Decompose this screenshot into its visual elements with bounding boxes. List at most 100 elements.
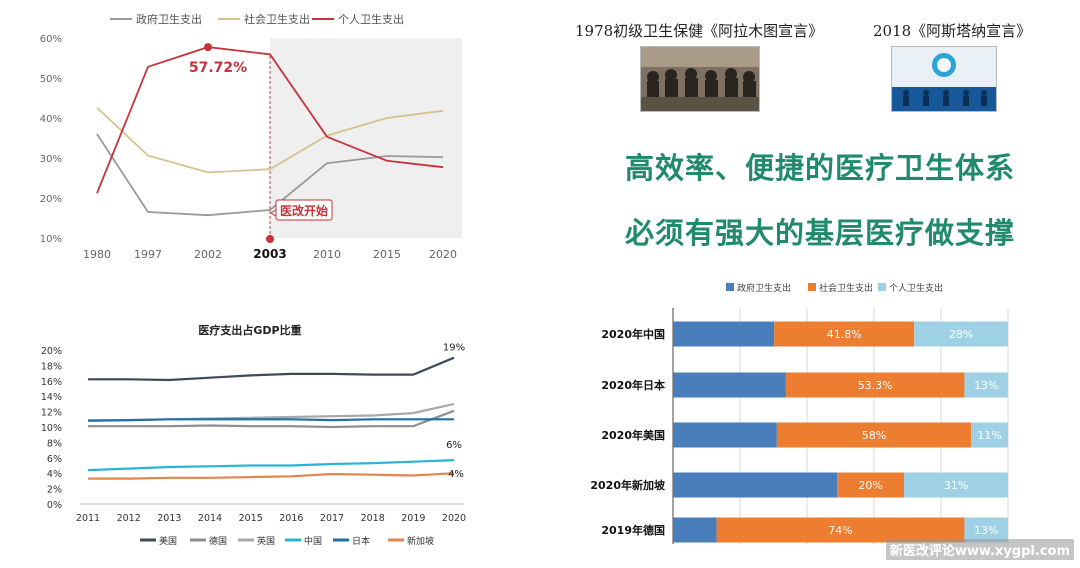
callout-box xyxy=(275,199,333,221)
y-tick-label: 12% xyxy=(41,408,62,419)
end-label-china: 6% xyxy=(446,440,462,451)
bar-segment xyxy=(904,472,1008,498)
bar-segment xyxy=(774,321,915,347)
series-line xyxy=(88,409,455,429)
bar-segment xyxy=(673,472,838,498)
y-tick-label: 2% xyxy=(47,485,62,496)
bar-value-label: 41.8% xyxy=(827,328,862,341)
peak-label: 57.72% xyxy=(189,60,247,76)
y-tick-label: 60% xyxy=(40,34,62,45)
slogan-line-2: 必须有强大的基层医疗做支撑 xyxy=(624,216,1015,250)
expenditure-line-svg: 60% 50% 40% 30% 20% 10% 1980 1997 2002 2003 2010 20… xyxy=(40,12,462,261)
bar-segment xyxy=(716,517,965,543)
legend-label: 个人卫生支出 xyxy=(889,282,943,294)
bar-segment xyxy=(837,472,905,498)
x-tick-label: 2013 xyxy=(157,513,181,524)
category-label: 2020年中国 xyxy=(601,327,665,341)
y-tick-label: 50% xyxy=(40,74,62,85)
bar-segment xyxy=(673,422,777,448)
x-tick-label: 2019 xyxy=(401,513,425,524)
y-tick-label: 10% xyxy=(41,423,62,434)
legend-label: 政府卫生支出 xyxy=(136,12,202,26)
y-tick-label: 20% xyxy=(40,194,62,205)
bar-segment xyxy=(673,321,775,347)
category-label: 2020年新加坡 xyxy=(590,478,666,492)
slogan-line-1: 高效率、便捷的医疗卫生体系 xyxy=(624,151,1015,185)
category-label: 2020年美国 xyxy=(601,428,665,442)
astana-photo xyxy=(891,46,997,112)
alma-ata-label: 1978初级卫生保健《阿拉木图宣言》 xyxy=(575,22,824,40)
end-label-us: 19% xyxy=(443,343,465,354)
bar-value-label: 74% xyxy=(828,524,852,537)
legend-swatch xyxy=(726,283,734,291)
x-tick-label: 2010 xyxy=(313,248,341,261)
series-line xyxy=(88,356,455,382)
x-tick-label: 2015 xyxy=(373,248,401,261)
series-line xyxy=(88,472,455,480)
y-tick-label: 14% xyxy=(41,392,62,403)
bar-segment xyxy=(964,372,1008,398)
y-tick-label: 40% xyxy=(40,114,62,125)
legend-label: 新加坡 xyxy=(407,535,434,547)
highlight-dot xyxy=(266,235,274,243)
x-tick-label: 2003 xyxy=(253,247,286,261)
y-tick-label: 6% xyxy=(47,454,62,465)
x-tick-label: 2018 xyxy=(361,513,385,524)
y-tick-label: 16% xyxy=(41,377,62,388)
alma-ata-photo xyxy=(640,46,760,112)
x-tick-label: 2020 xyxy=(442,513,466,524)
y-tick-label: 4% xyxy=(47,469,62,480)
bar-value-label: 13% xyxy=(974,379,998,392)
bar-value-label: 53.3% xyxy=(858,379,893,392)
legend-label: 德国 xyxy=(209,535,227,547)
legend-label: 英国 xyxy=(257,535,275,547)
y-tick-label: 8% xyxy=(47,438,62,449)
series-line xyxy=(87,418,454,422)
callout-text: 医改开始 xyxy=(280,203,328,218)
legend-label: 社会卫生支出 xyxy=(244,12,310,26)
bar-segment xyxy=(964,517,1008,543)
legend-label: 社会卫生支出 xyxy=(819,282,873,294)
y-tick-label: 20% xyxy=(41,346,62,357)
gdp-line-svg: 医疗支出占GDP比重 20% 18% 16% 14% 12% 10% 8% 6% 4% 2% 0% 20… xyxy=(41,323,466,547)
series-line xyxy=(96,46,444,194)
legend-label: 中国 xyxy=(304,535,322,547)
country-comparison-chart: 政府卫生支出 社会卫生支出 个人卫生支出 2020年中国 41.8% 28% 2020年日本… xyxy=(560,270,1080,564)
legend-label: 日本 xyxy=(352,535,370,547)
bar-value-label: 58% xyxy=(862,429,886,442)
gdp-share-chart: 医疗支出占GDP比重 20% 18% 16% 14% 12% 10% 8% 6% 4% 2% 0% 20… xyxy=(0,310,480,564)
x-tick-label: 2011 xyxy=(76,513,100,524)
legend-label: 美国 xyxy=(159,535,177,547)
x-tick-label: 2014 xyxy=(198,513,222,524)
chart-title: 医疗支出占GDP比重 xyxy=(198,323,301,337)
stacked-bar-svg: 政府卫生支出 社会卫生支出 个人卫生支出 2020年中国 41.8% 28% 2020年日本… xyxy=(590,282,1009,544)
x-tick-label: 2017 xyxy=(320,513,344,524)
bar-segment xyxy=(971,422,1008,448)
x-tick-label: 1997 xyxy=(134,248,162,261)
x-tick-label: 2020 xyxy=(429,248,457,261)
legend-label: 政府卫生支出 xyxy=(737,282,791,294)
category-label: 2020年日本 xyxy=(601,378,665,392)
bar-value-label: 28% xyxy=(949,328,973,341)
y-tick-label: 30% xyxy=(40,154,62,165)
x-tick-label: 2012 xyxy=(117,513,141,524)
bar-value-label: 20% xyxy=(858,479,882,492)
bar-segment xyxy=(914,321,1008,347)
y-tick-label: 10% xyxy=(40,234,62,245)
declarations-panel: 1978初级卫生保健《阿拉木图宣言》 2018《阿斯塔纳宣言》 xyxy=(560,0,1080,260)
bar-value-label: 31% xyxy=(944,479,968,492)
bar-segment xyxy=(673,517,717,543)
site-watermark: 新医改评论www.xygpl.com xyxy=(885,539,1074,560)
bar-segment xyxy=(776,422,972,448)
legend-label: 个人卫生支出 xyxy=(338,12,404,26)
series-line xyxy=(88,402,455,422)
y-tick-label: 18% xyxy=(41,361,62,372)
bar-value-label: 13% xyxy=(974,524,998,537)
series-line xyxy=(96,106,444,174)
series-line xyxy=(96,133,444,217)
series-line xyxy=(87,459,455,472)
health-expenditure-structure-chart: 60% 50% 40% 30% 20% 10% 1980 1997 2002 2003 2010 20… xyxy=(0,0,480,280)
legend-swatch xyxy=(808,283,816,291)
x-tick-label: 1980 xyxy=(83,248,111,261)
category-label: 2019年德国 xyxy=(601,523,665,537)
